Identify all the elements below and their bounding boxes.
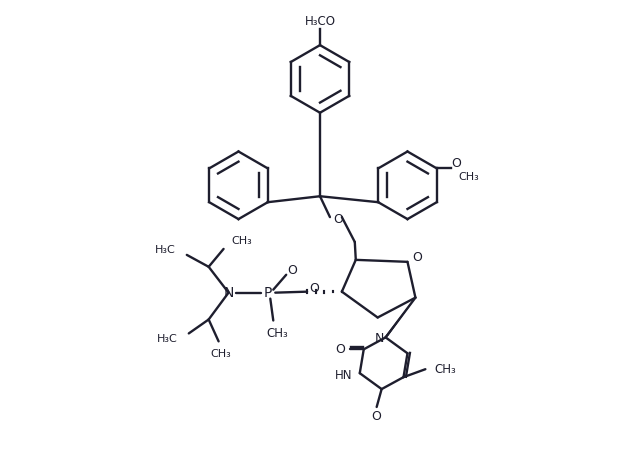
Polygon shape: [383, 298, 415, 339]
Text: O: O: [413, 251, 422, 264]
Text: P: P: [264, 286, 273, 300]
Text: O: O: [372, 410, 381, 423]
Text: CH₃: CH₃: [458, 172, 479, 182]
Text: N: N: [375, 332, 385, 345]
Text: H₃C: H₃C: [154, 245, 175, 255]
Text: HN: HN: [335, 368, 353, 382]
Text: O: O: [452, 157, 461, 170]
Text: CH₃: CH₃: [266, 327, 288, 340]
Text: H₃C: H₃C: [157, 334, 177, 345]
Text: H₃CO: H₃CO: [305, 15, 335, 28]
Text: N: N: [223, 286, 234, 300]
Text: O: O: [309, 282, 319, 295]
Text: CH₃: CH₃: [231, 236, 252, 246]
Text: CH₃: CH₃: [210, 349, 231, 359]
Text: CH₃: CH₃: [435, 363, 456, 376]
Text: O: O: [333, 212, 343, 226]
Text: O: O: [335, 343, 345, 356]
Text: O: O: [287, 264, 297, 277]
